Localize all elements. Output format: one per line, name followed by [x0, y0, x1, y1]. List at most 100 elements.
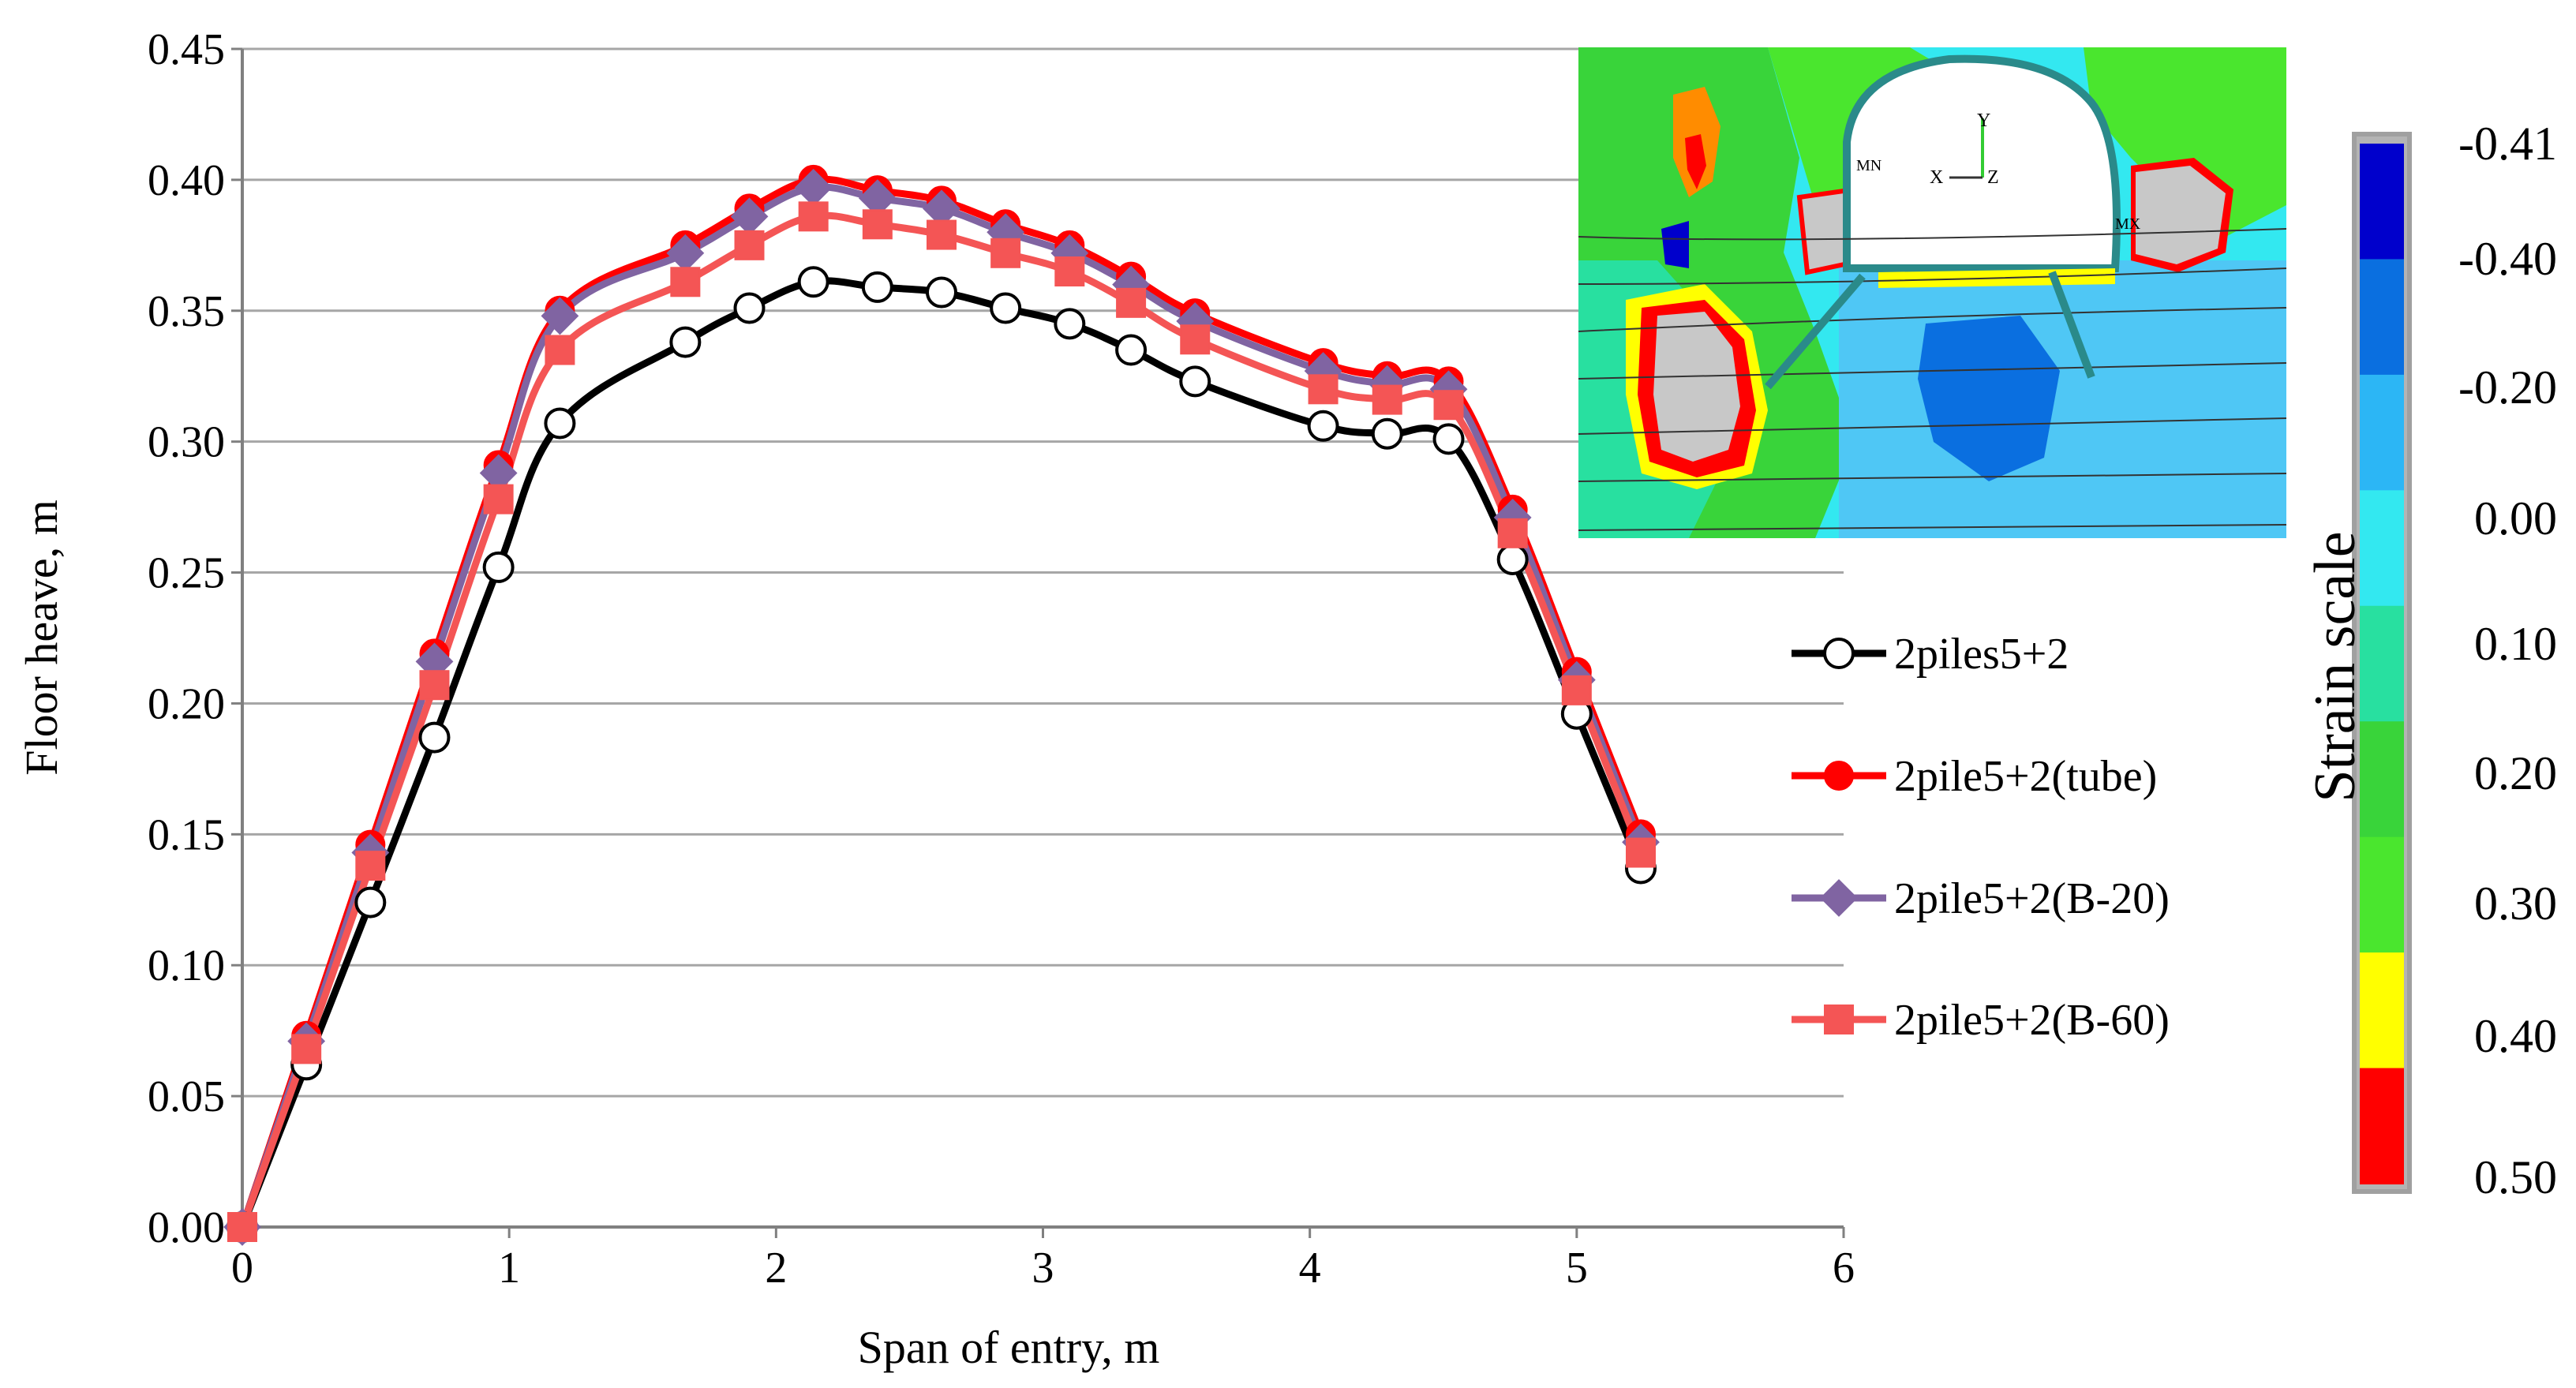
data-point [1372, 384, 1402, 415]
y-axis-title: Floor heave, m [16, 499, 67, 776]
y-tick-label: 0.35 [148, 287, 225, 336]
strain-scale-label: 0.40 [2474, 1010, 2557, 1062]
data-point [990, 238, 1021, 268]
data-point [1496, 543, 1529, 575]
x-tick-label: 1 [498, 1244, 520, 1293]
data-point [1116, 287, 1147, 318]
data-point [1433, 390, 1464, 421]
y-tick-label: 0.10 [148, 941, 225, 990]
strain-scale-title: Strain scale [2303, 531, 2368, 802]
data-point [227, 1212, 257, 1242]
strain-scale-segment [2360, 605, 2404, 723]
strain-scale-segment [2360, 836, 2404, 954]
x-axis-title: Span of entry, m [858, 1322, 1160, 1373]
data-point [483, 484, 514, 514]
data-point [926, 219, 957, 250]
data-point [925, 276, 957, 309]
data-point [419, 670, 450, 701]
series-markers-3 [227, 201, 1656, 1242]
data-point [1180, 324, 1211, 355]
inset-node-mn: MN [1856, 157, 1881, 174]
inset-axis-x: X [1930, 167, 1943, 188]
inset-axis-z: Z [1987, 167, 1999, 188]
y-tick-label: 0.15 [148, 810, 225, 859]
legend-marker [1824, 761, 1854, 791]
series-line-0 [238, 277, 1645, 1229]
inset-green-zone-right [2084, 47, 2286, 237]
strain-contour-inset: X Y Z MN MX [1578, 47, 2286, 538]
data-point [544, 407, 576, 440]
inset-red-spot-top-core [1685, 134, 1706, 189]
legend-marker [1823, 638, 1855, 669]
data-point [1054, 308, 1086, 340]
inset-pile-right [2048, 271, 2095, 379]
strain-scale-segment [2360, 374, 2404, 492]
data-point [862, 209, 893, 240]
data-point [669, 326, 702, 358]
y-tick-label: 0.20 [148, 679, 225, 728]
data-point [1307, 410, 1339, 442]
y-tick-label: 0.25 [148, 549, 225, 598]
legend-marker [1824, 1005, 1854, 1034]
data-point [734, 230, 765, 260]
y-tick-labels: 0.00 0.05 0.10 0.15 0.20 0.25 0.30 0.35 0.40 0.45 [148, 25, 225, 1252]
data-point [545, 335, 575, 365]
strain-scale-segments [2360, 144, 2404, 1184]
legend: 2piles5+2 2pile5+2(tube) 2pile5+2(B-20) 2pi… [1792, 630, 2170, 1045]
strain-scale: -0.41-0.40-0.200.000.100.200.300.400.50 … [2303, 118, 2557, 1203]
data-point [1054, 256, 1085, 287]
strain-scale-label: -0.41 [2458, 118, 2557, 170]
strain-scale-segment [2360, 259, 2404, 376]
inset-gray-zone-right-core [2136, 166, 2226, 264]
series-markers-2 [223, 168, 1660, 1246]
legend-marker [1820, 879, 1858, 917]
strain-scale-label: 0.00 [2474, 492, 2557, 544]
legend-item: 2piles5+2 [1792, 630, 2069, 679]
inset-coordinate-triad: X Y Z [1930, 110, 1999, 188]
data-point [355, 851, 386, 881]
legend-label: 2pile5+2(B-20) [1894, 874, 2170, 923]
strain-scale-label: 0.30 [2474, 877, 2557, 930]
x-tick-label: 5 [1566, 1244, 1588, 1293]
strain-scale-label: 0.10 [2474, 618, 2557, 670]
data-point [541, 297, 579, 335]
inset-dark-blue-spot [1661, 221, 1689, 268]
strain-scale-segment [2360, 144, 2404, 260]
y-tick-label: 0.45 [148, 25, 225, 74]
y-tick-label: 0.40 [148, 156, 225, 205]
data-point [861, 271, 893, 303]
x-tick-label: 2 [765, 1244, 787, 1293]
data-point [1432, 423, 1465, 455]
legend-label: 2pile5+2(B-60) [1894, 996, 2170, 1045]
axes [241, 49, 1844, 1229]
legend-label: 2pile5+2(tube) [1894, 752, 2157, 801]
inset-axis-y: Y [1977, 110, 1990, 131]
y-tick-label: 0.05 [148, 1072, 225, 1121]
data-point [1308, 374, 1339, 405]
data-point [1561, 675, 1592, 705]
legend-label: 2piles5+2 [1894, 630, 2069, 679]
strain-scale-segment [2360, 721, 2404, 838]
strain-scale-segment [2360, 490, 2404, 607]
inset-blue-zone [1918, 316, 2060, 481]
y-tick-label: 0.00 [148, 1203, 225, 1252]
series-line-2 [238, 183, 1645, 1229]
x-tick-label: 6 [1833, 1244, 1855, 1293]
strain-scale-segment [2360, 1068, 2404, 1184]
strain-scale-label: 0.50 [2474, 1151, 2557, 1203]
data-point [1115, 334, 1148, 366]
legend-item: 2pile5+2(B-20) [1792, 874, 2170, 923]
data-point [990, 292, 1022, 324]
x-tick-label: 3 [1032, 1244, 1054, 1293]
data-point [354, 886, 387, 918]
plot-area: 0.00 0.05 0.10 0.15 0.20 0.25 0.30 0.35 0.40 0.45… [16, 25, 1855, 1373]
y-tick-label: 0.30 [148, 418, 225, 467]
data-point [1625, 837, 1656, 868]
data-point [482, 551, 515, 583]
inset-strata-lines [1578, 228, 2286, 531]
strain-scale-label: 0.20 [2474, 747, 2557, 799]
data-point [1497, 518, 1528, 548]
inset-gray-zone-left [1653, 312, 1740, 462]
inset-node-mx: MX [2115, 215, 2141, 233]
data-point [1179, 365, 1211, 398]
